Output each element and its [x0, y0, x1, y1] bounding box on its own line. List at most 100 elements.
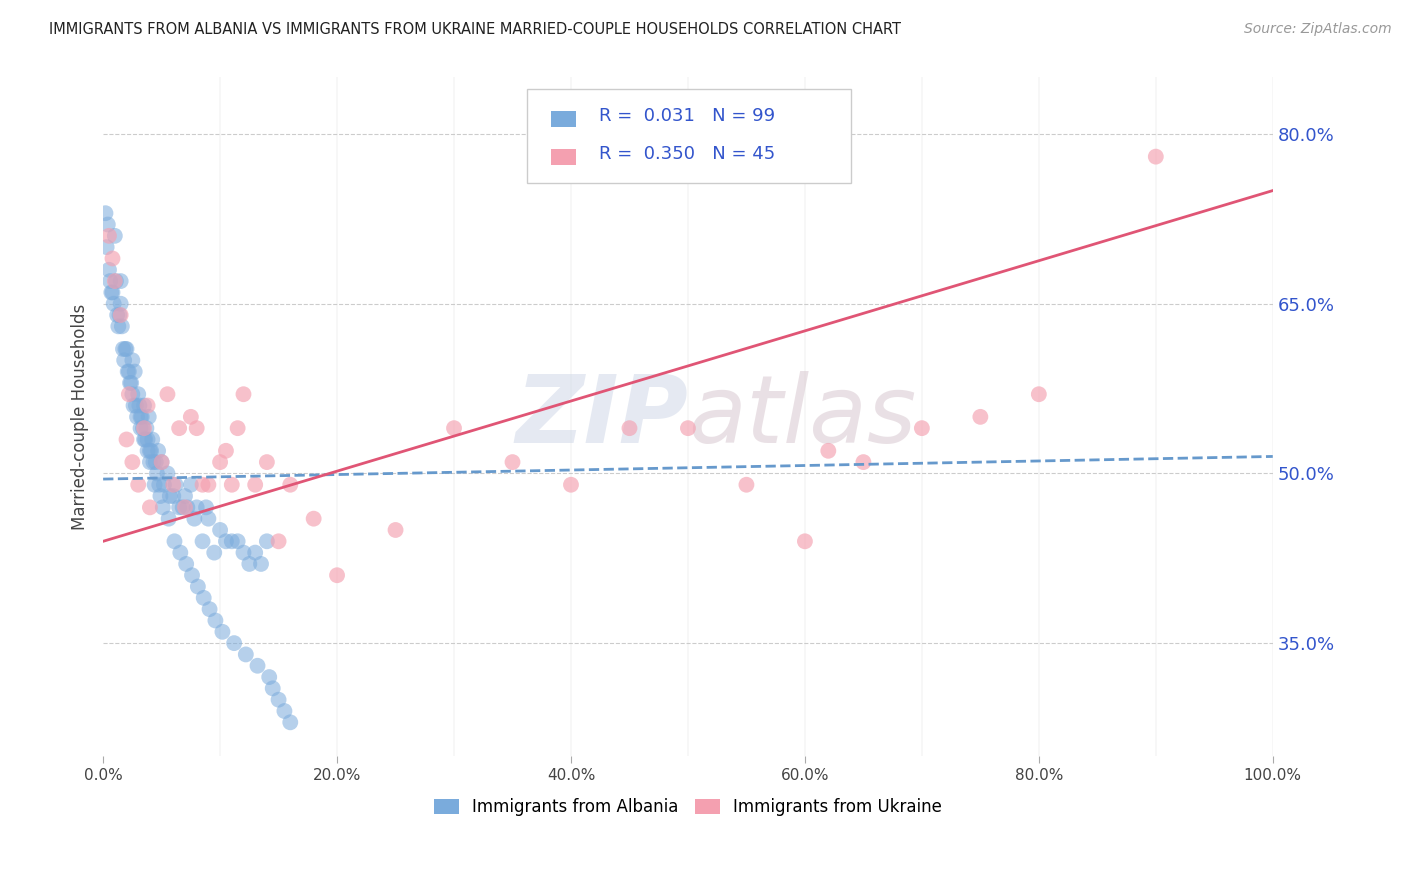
Point — [162, 489, 184, 503]
Point — [107, 319, 129, 334]
Point — [114, 342, 136, 356]
Text: Source: ZipAtlas.com: Source: ZipAtlas.com — [1244, 22, 1392, 37]
Point — [243, 546, 266, 560]
Point — [202, 546, 225, 560]
Text: R =  0.031   N = 99: R = 0.031 N = 99 — [599, 107, 775, 125]
Point — [204, 614, 226, 628]
Point — [110, 296, 132, 310]
Text: ZIP: ZIP — [515, 371, 688, 463]
Point — [120, 376, 142, 390]
Point — [104, 228, 127, 243]
Point — [153, 477, 176, 491]
Point — [1144, 150, 1167, 164]
Point — [224, 636, 246, 650]
Point — [243, 477, 266, 491]
Point — [560, 477, 582, 491]
Point — [132, 421, 155, 435]
Point — [181, 568, 204, 582]
Point — [115, 433, 138, 447]
Point — [197, 477, 219, 491]
Point — [121, 353, 143, 368]
Point — [232, 546, 254, 560]
Point — [226, 534, 249, 549]
Point — [167, 500, 190, 515]
Point — [193, 591, 215, 605]
Point — [156, 387, 179, 401]
Point — [110, 308, 132, 322]
Point — [187, 580, 209, 594]
Point — [124, 365, 146, 379]
Point — [502, 455, 524, 469]
Point — [100, 285, 122, 300]
Point — [209, 523, 232, 537]
Point — [118, 376, 141, 390]
Point — [969, 409, 991, 424]
Point — [183, 511, 205, 525]
Point — [111, 319, 134, 334]
Point — [98, 274, 121, 288]
Point — [112, 353, 135, 368]
Point — [257, 670, 280, 684]
Point — [676, 421, 699, 435]
Point — [162, 477, 184, 491]
Point — [108, 308, 131, 322]
Point — [98, 228, 121, 243]
Point — [326, 568, 349, 582]
Point — [134, 433, 156, 447]
Point — [97, 218, 120, 232]
Point — [443, 421, 465, 435]
Point — [167, 421, 190, 435]
Point — [146, 443, 169, 458]
Point — [238, 557, 260, 571]
Point — [852, 455, 875, 469]
Point — [235, 648, 257, 662]
Point — [135, 421, 157, 435]
Point — [122, 399, 145, 413]
Point — [125, 409, 148, 424]
Point — [273, 704, 295, 718]
Point — [132, 399, 155, 413]
Point — [186, 500, 208, 515]
Point — [129, 409, 152, 424]
Point — [121, 455, 143, 469]
Point — [98, 262, 121, 277]
Point — [209, 455, 232, 469]
Point — [191, 534, 214, 549]
Point — [163, 534, 186, 549]
Point — [198, 602, 221, 616]
Point — [256, 534, 278, 549]
Point — [101, 252, 124, 266]
Point — [143, 477, 166, 491]
Point — [226, 421, 249, 435]
Point — [384, 523, 406, 537]
Point — [180, 477, 202, 491]
Point — [139, 500, 162, 515]
Point — [262, 681, 284, 696]
Point — [302, 511, 325, 525]
Point — [250, 557, 273, 571]
Point — [211, 624, 233, 639]
Point — [911, 421, 934, 435]
Point — [129, 421, 152, 435]
Point — [117, 365, 139, 379]
Point — [246, 658, 269, 673]
Point — [278, 477, 301, 491]
Point — [136, 433, 159, 447]
Point — [186, 421, 208, 435]
Point — [139, 443, 162, 458]
Point — [131, 409, 153, 424]
Point — [105, 308, 128, 322]
Point — [197, 511, 219, 525]
Point — [127, 387, 149, 401]
Point — [149, 489, 172, 503]
Point — [141, 433, 163, 447]
Point — [150, 455, 173, 469]
Point — [174, 489, 197, 503]
Point — [139, 443, 162, 458]
Text: R =  0.350   N = 45: R = 0.350 N = 45 — [599, 145, 775, 163]
Point — [195, 500, 218, 515]
Point — [267, 692, 290, 706]
Point — [278, 715, 301, 730]
Point — [115, 342, 138, 356]
Point — [132, 421, 155, 435]
